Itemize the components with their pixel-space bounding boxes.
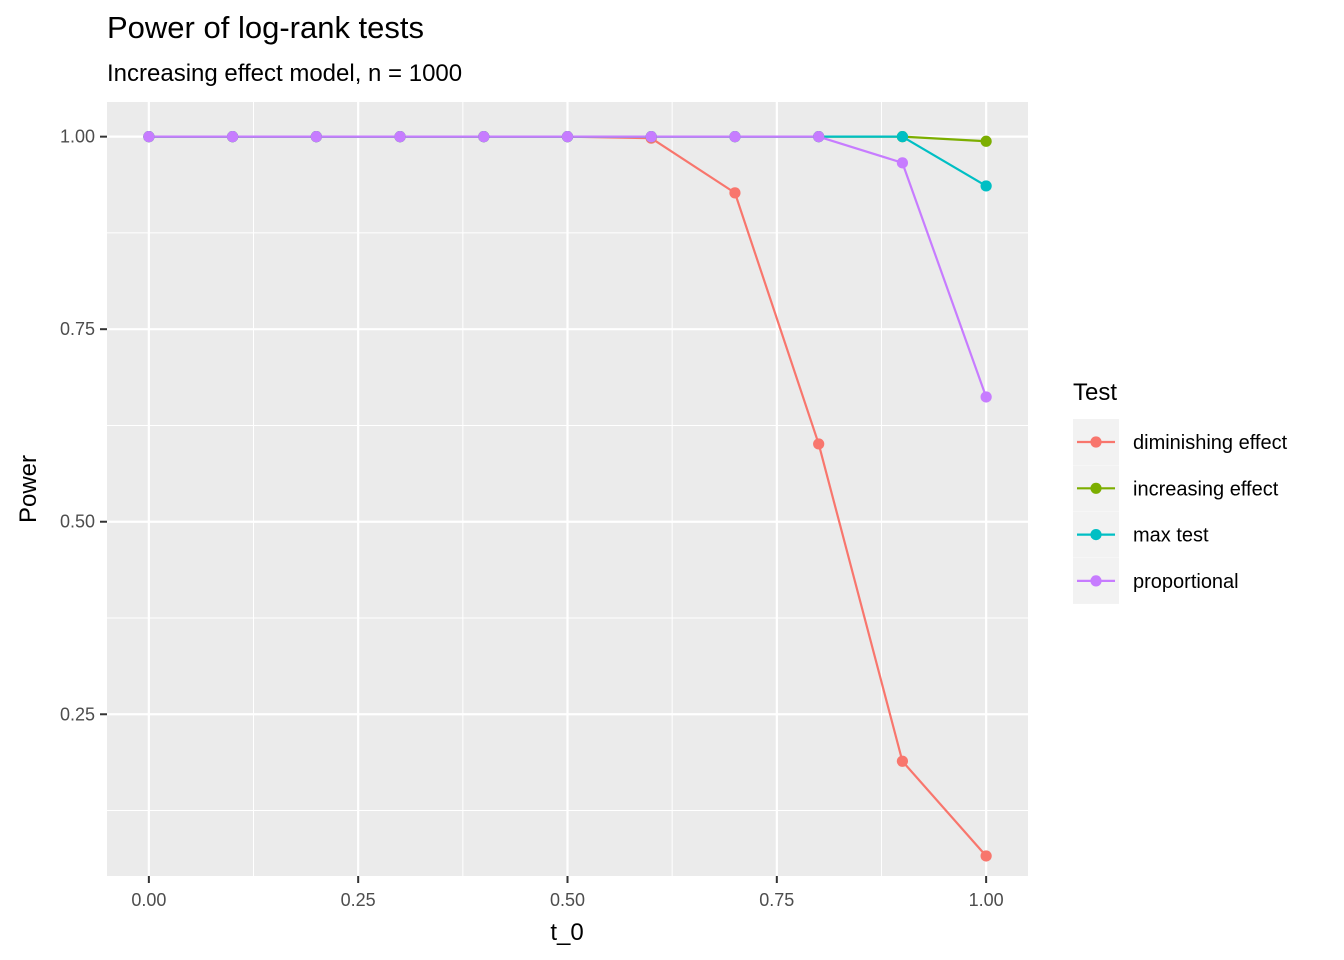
- legend-label: proportional: [1133, 571, 1239, 593]
- data-point-max-test: [980, 180, 992, 192]
- x-tick-label: 0.50: [550, 890, 585, 910]
- legend-label: diminishing effect: [1133, 432, 1288, 454]
- data-point-proportional: [645, 131, 657, 143]
- legend-items: diminishing effect increasing effect max t…: [1073, 419, 1288, 604]
- chart-title: Power of log-rank tests: [107, 10, 425, 45]
- legend: Test diminishing effect increasing effect…: [1073, 379, 1288, 604]
- major-gridlines: [107, 102, 1028, 876]
- data-point-proportional: [729, 131, 741, 143]
- chart-subtitle: Increasing effect model, n = 1000: [107, 60, 463, 87]
- x-tick-label: 0.00: [131, 890, 166, 910]
- y-tick-label: 0.50: [60, 512, 95, 532]
- legend-key-point: [1090, 529, 1102, 541]
- axis-ticks: [100, 135, 988, 883]
- series-points: [143, 131, 992, 862]
- legend-key-point: [1090, 436, 1102, 448]
- data-point-proportional: [561, 131, 574, 143]
- y-axis-title: Power: [15, 455, 42, 523]
- x-axis-title: t_0: [550, 919, 583, 946]
- y-tick-label: 0.75: [60, 319, 95, 339]
- x-tick-label: 1.00: [969, 890, 1004, 910]
- legend-title: Test: [1073, 379, 1117, 406]
- x-tick-label: 0.75: [759, 890, 794, 910]
- x-tick-labels: 0.00 0.25 0.50 0.75 1.00: [131, 890, 1003, 910]
- y-tick-label: 1.00: [60, 127, 95, 147]
- data-point-proportional: [813, 131, 825, 143]
- y-tick-label: 0.25: [60, 704, 95, 724]
- data-point-proportional: [980, 391, 992, 403]
- data-point-diminishing-effect: [896, 755, 909, 767]
- data-point-proportional: [394, 131, 406, 143]
- legend-key-point: [1090, 575, 1102, 587]
- data-point-diminishing-effect: [813, 438, 825, 450]
- data-point-proportional: [896, 157, 909, 169]
- y-tick-labels: 0.25 0.50 0.75 1.00: [60, 127, 95, 725]
- data-point-increasing-effect: [980, 135, 992, 147]
- data-point-proportional: [226, 131, 239, 143]
- data-point-proportional: [310, 131, 322, 143]
- legend-label: max test: [1133, 525, 1209, 547]
- data-point-diminishing-effect: [980, 850, 992, 862]
- data-point-max-test: [896, 131, 909, 143]
- legend-label: increasing effect: [1133, 478, 1279, 500]
- data-point-proportional: [478, 131, 490, 143]
- legend-key-point: [1090, 482, 1102, 494]
- x-tick-label: 0.25: [341, 890, 376, 910]
- data-point-proportional: [143, 131, 155, 143]
- data-point-diminishing-effect: [729, 187, 741, 199]
